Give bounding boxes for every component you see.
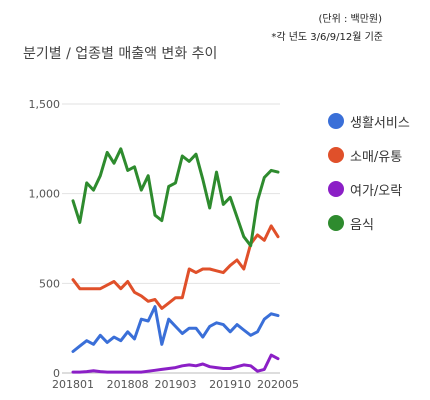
x-tick-label: 201910	[209, 378, 251, 391]
series-line	[71, 224, 280, 310]
basis-note: *각 년도 3/6/9/12월 기준	[271, 32, 383, 43]
y-tick-label: 500	[39, 277, 60, 290]
legend-label: 생활서비스	[350, 115, 410, 131]
y-tick-label: 1,500	[29, 98, 61, 111]
chart-title: 분기별 / 업종별 매출액 변화 추이	[23, 46, 218, 62]
legend-label: 소매/유통	[350, 149, 403, 165]
y-tick-label: 0	[53, 367, 60, 380]
series-line	[71, 305, 280, 353]
legend-swatch	[328, 181, 344, 197]
x-tick-label: 202005	[257, 378, 299, 391]
x-tick-label: 201903	[155, 378, 197, 391]
y-tick-label: 1,000	[29, 188, 61, 201]
legend-label: 여가/오락	[350, 183, 403, 199]
x-tick-label: 201801	[52, 378, 94, 391]
legend-item[interactable]: 소매/유통	[328, 138, 410, 172]
legend-item[interactable]: 음식	[328, 206, 410, 240]
legend-swatch	[328, 147, 344, 163]
legend-item[interactable]: 여가/오락	[328, 172, 410, 206]
unit-note: (단위 : 백만원)	[318, 14, 382, 25]
series-line	[71, 353, 280, 374]
legend-swatch	[328, 215, 344, 231]
legend-label: 음식	[350, 217, 374, 233]
legend-item[interactable]: 생활서비스	[328, 104, 410, 138]
legend-swatch	[328, 113, 344, 129]
series-line	[71, 147, 280, 248]
x-tick-label: 201808	[107, 378, 149, 391]
